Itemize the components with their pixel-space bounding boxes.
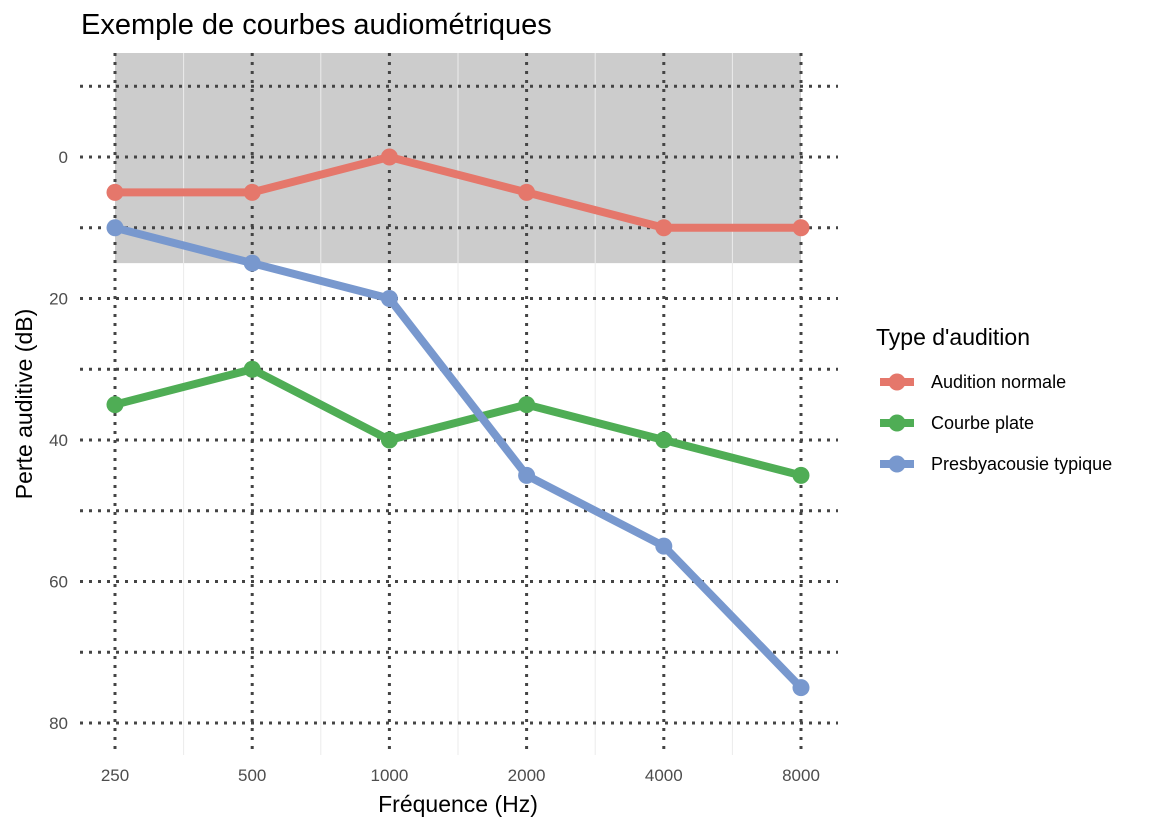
- data-point: [106, 183, 124, 201]
- data-point: [518, 396, 536, 414]
- legend-key-point: [888, 455, 906, 473]
- legend-items: Audition normale Courbe plate Presbyacousi…: [880, 372, 1112, 474]
- y-tick-label: 80: [49, 714, 68, 733]
- x-axis-title: Fréquence (Hz): [378, 791, 538, 817]
- data-point: [380, 148, 398, 166]
- data-point: [243, 183, 261, 201]
- x-tick-label: 500: [238, 766, 266, 785]
- y-tick-label: 40: [49, 431, 68, 450]
- legend-label: Audition normale: [931, 372, 1066, 392]
- chart-title-group: Exemple de courbes audiométriques: [81, 9, 552, 41]
- x-tick-label: 1000: [370, 766, 408, 785]
- data-point: [792, 679, 810, 697]
- legend-label: Presbyacousie typique: [931, 454, 1112, 474]
- y-tick-label: 20: [49, 290, 68, 309]
- y-axis-title: Perte auditive (dB): [11, 309, 37, 499]
- x-tick-label: 4000: [645, 766, 683, 785]
- series-courbe-plate: [106, 360, 810, 484]
- data-point: [655, 219, 673, 237]
- series-presbyacousie-typique: [106, 219, 810, 697]
- data-point: [518, 466, 536, 484]
- legend-label: Courbe plate: [931, 413, 1034, 433]
- data-point: [243, 360, 261, 378]
- series-layer: [106, 148, 810, 697]
- legend-item: Presbyacousie typique: [880, 454, 1112, 474]
- x-tick-label: 8000: [782, 766, 820, 785]
- x-tick-label: 250: [101, 766, 129, 785]
- series-audition-normale: [106, 148, 810, 237]
- data-point: [106, 396, 124, 414]
- chart-title: Exemple de courbes audiométriques: [81, 9, 552, 41]
- major-gridlines: [80, 52, 838, 755]
- y-tick-label: 60: [49, 573, 68, 592]
- y-axis-ticks: 0 20 40 60 80: [49, 148, 68, 733]
- legend-item: Audition normale: [880, 372, 1066, 392]
- data-point: [380, 290, 398, 307]
- legend-key-point: [888, 373, 906, 391]
- legend-key-point: [888, 414, 906, 432]
- series-line: [114, 365, 802, 480]
- x-tick-label: 2000: [508, 766, 546, 785]
- series-line: [114, 223, 804, 691]
- data-point: [655, 431, 673, 449]
- legend-title: Type d'audition: [876, 324, 1030, 350]
- series-line: [115, 153, 801, 232]
- data-point: [518, 183, 536, 201]
- data-point: [243, 254, 261, 272]
- data-point: [106, 219, 124, 237]
- data-point: [380, 431, 398, 449]
- y-tick-label: 0: [59, 148, 68, 167]
- data-point: [792, 219, 810, 237]
- legend: Type d'audition Audition normale Courbe p…: [876, 324, 1112, 474]
- legend-item: Courbe plate: [880, 413, 1034, 433]
- x-axis-ticks: 250 500 1000 2000 4000 8000: [101, 766, 820, 785]
- data-point: [655, 537, 673, 555]
- data-point: [792, 466, 810, 484]
